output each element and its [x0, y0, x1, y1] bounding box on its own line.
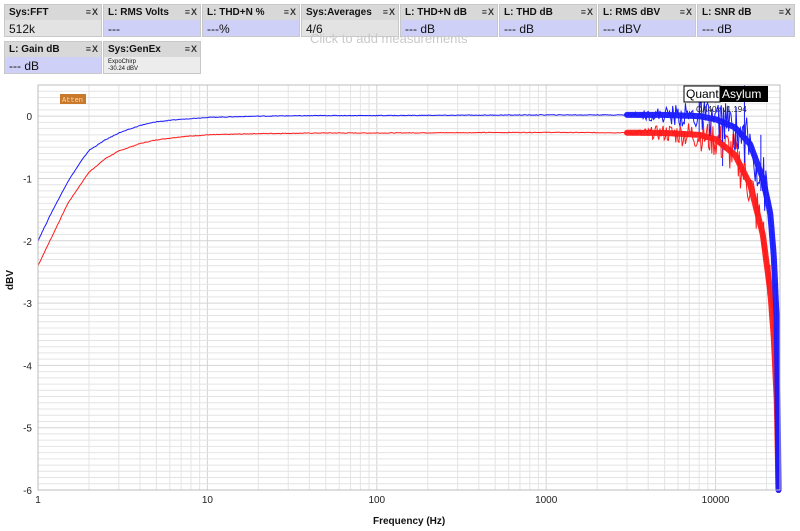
measurement-tile[interactable]: Sys:FFT ≡X 512k	[4, 4, 102, 37]
y-tick-label: -3	[23, 299, 32, 310]
frequency-response-chart[interactable]: 1 10 100 1000 10000 0 -1 -2 -3 -4 -5 -6 Atten Quant…	[0, 78, 800, 531]
tile-value: --- dB	[401, 20, 497, 36]
tile-header: L: RMS Volts ≡X	[104, 5, 200, 20]
version-label: QA40x v1.194	[696, 105, 747, 114]
tile-menu-close-icon[interactable]: ≡X	[382, 7, 396, 17]
x-tick-label: 1000	[535, 495, 558, 506]
brand-logo: Quant Asylum QA40x v1.194	[683, 85, 768, 114]
tile-title: L: SNR dB	[702, 7, 752, 18]
measurement-tile[interactable]: L: Gain dB ≡X --- dB	[4, 41, 102, 74]
tile-header: L: THD+N dB ≡X	[401, 5, 497, 20]
tile-title: L: THD+N dB	[405, 7, 467, 18]
measurement-tile[interactable]: Sys:Averages ≡X 4/6	[301, 4, 399, 37]
measurement-tile[interactable]: L: THD+N % ≡X ---%	[202, 4, 300, 37]
tile-menu-close-icon[interactable]: ≡X	[184, 7, 198, 17]
tile-value: ---	[104, 20, 200, 36]
series-line	[37, 120, 779, 491]
series-band	[624, 129, 782, 493]
tile-menu-close-icon[interactable]: ≡X	[85, 7, 99, 17]
x-tick-label: 1	[35, 495, 41, 506]
series-line	[37, 99, 779, 474]
y-tick-label: -4	[23, 361, 32, 372]
series-band	[624, 111, 782, 493]
x-tick-label: 10000	[702, 495, 730, 506]
tile-menu-close-icon[interactable]: ≡X	[283, 7, 297, 17]
tile-value: --- dB	[5, 57, 101, 73]
series-trace	[37, 120, 782, 493]
tile-value-text: --- dB	[405, 22, 435, 36]
tile-value-text: --- dBV	[603, 22, 642, 36]
tile-value-text: 4/6	[306, 22, 323, 36]
series-trace	[37, 99, 782, 493]
tile-header: L: RMS dBV ≡X	[599, 5, 695, 20]
x-tick-label: 10	[202, 495, 214, 506]
tile-value-text: --- dB	[504, 22, 534, 36]
y-tick-label: 0	[26, 112, 32, 123]
measurement-tile[interactable]: L: THD+N dB ≡X --- dB	[400, 4, 498, 37]
chart-ticks: 1 10 100 1000 10000 0 -1 -2 -3 -4 -5 -6	[23, 112, 730, 506]
tile-title: L: Gain dB	[9, 44, 60, 55]
tile-value-text: ---%	[207, 22, 230, 36]
y-tick-label: -2	[23, 237, 32, 248]
measurement-tiles: Sys:FFT ≡X 512k L: RMS Volts ≡X --- L: THD+N %…	[4, 4, 796, 76]
tile-value-text: ExpoChirp	[108, 59, 137, 65]
chart-series	[37, 99, 782, 493]
tile-value: --- dB	[500, 20, 596, 36]
tile-title: Sys:FFT	[9, 7, 49, 18]
brand-left: Quant	[686, 87, 719, 101]
measurement-tile[interactable]: L: SNR dB ≡X --- dB	[697, 4, 795, 37]
tile-value: 4/6	[302, 20, 398, 36]
y-tick-label: -5	[23, 424, 32, 435]
tile-menu-close-icon[interactable]: ≡X	[679, 7, 693, 17]
atten-badge: Atten	[60, 94, 86, 105]
tile-title: Sys:GenEx	[108, 44, 161, 55]
x-axis-title: Frequency (Hz)	[373, 516, 445, 527]
tile-title: Sys:Averages	[306, 7, 372, 18]
tile-title: L: THD+N %	[207, 7, 265, 18]
tile-header: Sys:GenEx ≡X	[104, 42, 200, 57]
tile-header: L: THD dB ≡X	[500, 5, 596, 20]
tile-menu-close-icon[interactable]: ≡X	[85, 44, 99, 54]
tile-menu-close-icon[interactable]: ≡X	[778, 7, 792, 17]
tile-value-text: ---	[108, 22, 120, 36]
plot-frame	[37, 84, 781, 491]
tile-value-text: --- dB	[702, 22, 732, 36]
y-tick-label: -6	[23, 486, 32, 497]
chart-grid	[37, 84, 780, 491]
brand-right: Asylum	[722, 87, 761, 101]
tile-value: --- dB	[698, 20, 794, 36]
tile-title: L: THD dB	[504, 7, 553, 18]
y-tick-label: -1	[23, 174, 32, 185]
tile-value-text: 512k	[9, 22, 36, 36]
tile-header: L: Gain dB ≡X	[5, 42, 101, 57]
tile-value: ExpoChirp -30.24 dBV	[104, 57, 200, 73]
tile-title: L: RMS dBV	[603, 7, 661, 18]
tile-header: Sys:FFT ≡X	[5, 5, 101, 20]
tile-header: L: THD+N % ≡X	[203, 5, 299, 20]
tile-header: Sys:Averages ≡X	[302, 5, 398, 20]
tile-menu-close-icon[interactable]: ≡X	[481, 7, 495, 17]
add-measurements-hint[interactable]: Click to add measurements	[310, 31, 468, 46]
measurement-tile[interactable]: L: RMS dBV ≡X --- dBV	[598, 4, 696, 37]
measurement-tile[interactable]: L: THD dB ≡X --- dB	[499, 4, 597, 37]
measurement-tile[interactable]: Sys:GenEx ≡X ExpoChirp -30.24 dBV	[103, 41, 201, 74]
tile-value: --- dBV	[599, 20, 695, 36]
tile-title: L: RMS Volts	[108, 7, 169, 18]
tile-value: ---%	[203, 20, 299, 36]
tile-menu-close-icon[interactable]: ≡X	[184, 44, 198, 54]
x-tick-label: 100	[368, 495, 385, 506]
tile-value-text: --- dB	[9, 59, 39, 73]
y-axis-title: dBV	[5, 270, 16, 290]
tile-header: L: SNR dB ≡X	[698, 5, 794, 20]
tile-menu-close-icon[interactable]: ≡X	[580, 7, 594, 17]
tile-value: 512k	[5, 20, 101, 36]
tile-value-secondary: -30.24 dBV	[108, 66, 139, 72]
measurement-tile[interactable]: L: RMS Volts ≡X ---	[103, 4, 201, 37]
atten-badge-label: Atten	[62, 97, 83, 105]
